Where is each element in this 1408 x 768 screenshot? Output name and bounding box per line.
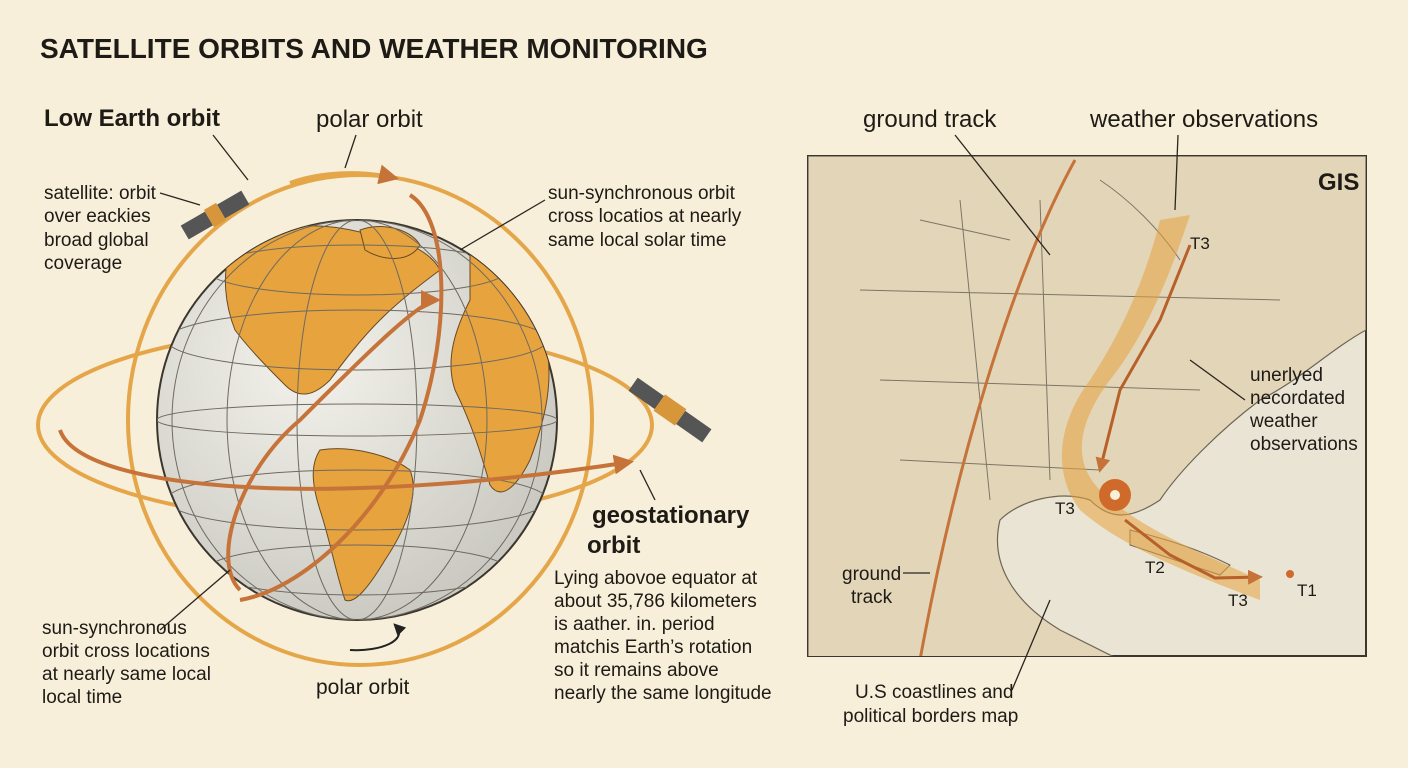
globe-diagram — [36, 134, 712, 667]
leader — [1011, 599, 1051, 691]
gis-map — [807, 134, 1367, 691]
text-line: about 35,786 kilometers — [554, 591, 757, 612]
map-content — [808, 156, 1366, 656]
leader — [344, 134, 357, 169]
text-line: nearly the same longitude — [554, 683, 772, 704]
satellite-geo-part — [653, 394, 687, 426]
polar-arrow-top — [289, 164, 399, 185]
hurricane-eye — [1110, 490, 1120, 500]
text-line: local time — [42, 687, 122, 708]
text-line: Lying abovoe equator at — [554, 568, 758, 589]
polar-orbit-path — [239, 193, 444, 602]
text-line: political borders map — [843, 706, 1018, 727]
leader — [639, 469, 656, 501]
meridian — [171, 220, 543, 620]
meridian — [226, 220, 488, 620]
state-borders — [859, 179, 1281, 501]
text-line: weather — [1249, 411, 1318, 432]
satellite-geo — [628, 377, 712, 443]
text-line: orbit cross locations — [42, 641, 210, 662]
satellite-leo-part — [203, 202, 227, 228]
leader — [212, 134, 249, 181]
equator — [157, 403, 557, 437]
text-line: over eackies — [44, 206, 151, 227]
text-line: ground — [842, 564, 901, 585]
text-line: necordated — [1250, 388, 1345, 409]
satellite-geo-part — [628, 377, 664, 410]
track-label: T3 — [1228, 591, 1248, 610]
text-line: sun-synchronous orbit — [548, 183, 736, 204]
track-label: T3 — [1190, 234, 1210, 253]
leader — [1189, 359, 1246, 401]
satellite-leo — [180, 190, 250, 240]
storm-track — [1095, 244, 1192, 473]
text-line: unerlyed — [1250, 365, 1323, 386]
sun-sync-orbit — [226, 290, 441, 592]
track-label: T3 — [1055, 499, 1075, 518]
leader — [159, 569, 231, 631]
satellite-leo-part — [217, 190, 250, 219]
text-line: is aather. in. period — [554, 614, 715, 635]
polar-arrow-bottom — [349, 623, 407, 652]
text-line: sun-synchronous — [42, 618, 187, 639]
text-line: observations — [1250, 434, 1358, 455]
leader — [459, 199, 546, 251]
text-line: satellite: orbit — [44, 183, 157, 204]
label: ground track — [863, 106, 997, 133]
text-line: cross locatios at nearly — [548, 206, 742, 227]
text-line: coverage — [44, 253, 122, 274]
leader — [954, 134, 1051, 256]
geostationary-heading: geostationary orbit — [587, 502, 756, 559]
text-line: geostationary — [592, 502, 750, 529]
label: polar orbit — [316, 676, 410, 699]
text-line: U.S coastlines and — [855, 682, 1013, 703]
track-point — [1286, 570, 1294, 578]
satellite-note: satellite: orbit over eackies broad glob… — [44, 183, 161, 274]
leader — [1174, 134, 1179, 211]
label: polar orbit — [316, 106, 423, 133]
leader — [159, 192, 201, 206]
text-line: broad global — [44, 230, 149, 251]
ground-track-note: ground track — [842, 564, 906, 608]
track-label: T1 — [1297, 581, 1317, 600]
satellite-leo-part — [180, 211, 213, 240]
ground-track-line — [919, 159, 1077, 656]
geostationary-note: Lying abovoe equator at about 35,786 kil… — [554, 568, 772, 704]
text-line: orbit — [587, 532, 640, 559]
sun-sync-note: sun-synchronous orbit cross locatios at … — [548, 183, 747, 251]
gis-badge: GIS — [1318, 169, 1359, 196]
text-line: track — [851, 587, 893, 608]
title: SATELLITE ORBITS AND WEATHER MONITORING — [40, 33, 708, 64]
storm-track — [1124, 518, 1263, 585]
satellite-geo-part — [676, 410, 712, 443]
text-line: matchis Earth’s rotation — [554, 637, 752, 658]
track-label: T2 — [1145, 558, 1165, 577]
geostationary-orbit-front — [58, 429, 634, 491]
sun-sync-bottom-note: sun-synchronous orbit cross locations at… — [42, 618, 216, 708]
label: weather observations — [1089, 106, 1318, 133]
heading: Low Earth orbit — [44, 105, 220, 132]
observations-note: unerlyed necordated weather observations — [1249, 365, 1358, 455]
text-line: same local solar time — [548, 230, 726, 251]
map-caption: U.S coastlines and political borders map — [843, 682, 1019, 727]
text-line: so it remains above — [554, 660, 719, 681]
text-line: at nearly same local — [42, 664, 211, 685]
